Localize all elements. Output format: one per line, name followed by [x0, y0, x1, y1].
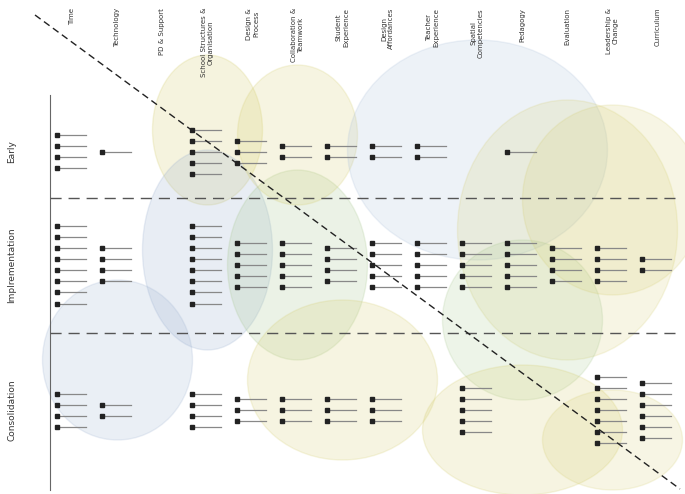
Text: Early: Early — [8, 141, 16, 164]
Text: Technology: Technology — [114, 8, 121, 47]
Ellipse shape — [238, 65, 358, 205]
Text: Collaboration &
Teamwork: Collaboration & Teamwork — [291, 8, 304, 62]
Ellipse shape — [523, 105, 685, 295]
Text: Implrementation: Implrementation — [8, 227, 16, 303]
Ellipse shape — [543, 390, 682, 490]
Text: PD & Support: PD & Support — [160, 8, 166, 55]
Ellipse shape — [142, 150, 273, 350]
Ellipse shape — [423, 365, 623, 494]
Text: Design
Affordances: Design Affordances — [381, 8, 394, 49]
Text: Time: Time — [69, 8, 75, 25]
Ellipse shape — [42, 280, 192, 440]
Ellipse shape — [247, 300, 438, 460]
Text: Pedagogy: Pedagogy — [519, 8, 525, 42]
Text: Evaluation: Evaluation — [564, 8, 571, 45]
Text: School Structures &
Organisation: School Structures & Organisation — [201, 8, 214, 78]
Ellipse shape — [347, 40, 608, 260]
Text: Spatial
Competencies: Spatial Competencies — [471, 8, 484, 58]
Text: Teacher
Experience: Teacher Experience — [426, 8, 439, 47]
Text: Student
Experience: Student Experience — [336, 8, 349, 47]
Ellipse shape — [153, 55, 262, 205]
Text: Leadership &
Change: Leadership & Change — [606, 8, 619, 54]
Text: Consolidation: Consolidation — [8, 379, 16, 441]
Text: Curriculum: Curriculum — [654, 8, 660, 46]
Ellipse shape — [227, 170, 367, 360]
Text: Design &
Process: Design & Process — [246, 8, 259, 40]
Ellipse shape — [443, 240, 603, 400]
Ellipse shape — [458, 100, 677, 360]
